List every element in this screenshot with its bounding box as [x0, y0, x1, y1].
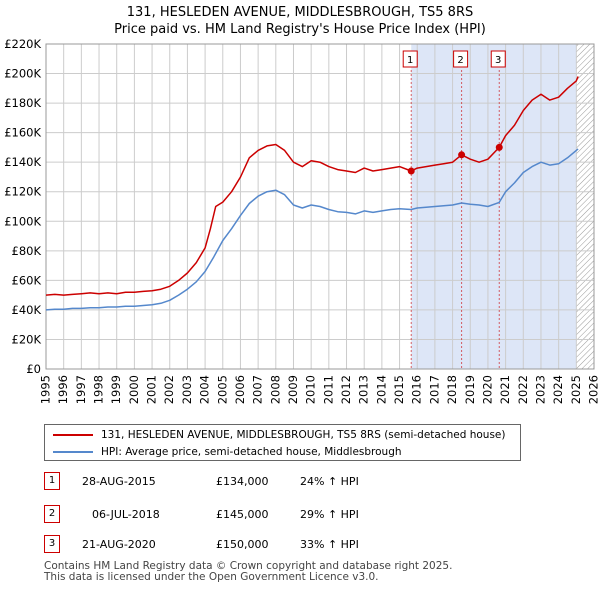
- sale-hpi-3: 33% ↑ HPI: [300, 538, 359, 551]
- sale-box-label-1: 1: [407, 55, 413, 66]
- legend-label-hpi: HPI: Average price, semi-detached house,…: [101, 446, 402, 458]
- x-tick-label: 2023: [533, 375, 547, 404]
- chart-title: 131, HESLEDEN AVENUE, MIDDLESBROUGH, TS5…: [0, 4, 600, 38]
- x-tick-label: 2021: [498, 375, 512, 404]
- price-chart: £0 £20K £40K £60K £80K £100K £120K £140K £160K £1…: [4, 37, 600, 404]
- x-tick-label: 2014: [374, 375, 388, 404]
- legend-swatch-hpi: [53, 451, 93, 453]
- y-tick-label: £100K: [4, 214, 41, 228]
- y-axis-labels: £0 £20K £40K £60K £80K £100K £120K £140K £160K £1…: [4, 37, 41, 376]
- forecast-hatch: [576, 44, 594, 369]
- x-tick-label: 1996: [56, 375, 70, 404]
- sale-marker-3: [495, 143, 503, 151]
- sale-number-1: 1: [44, 472, 60, 490]
- y-tick-label: £140K: [4, 155, 41, 169]
- x-tick-label: 2013: [357, 375, 371, 404]
- title-address: 131, HESLEDEN AVENUE, MIDDLESBROUGH, TS5…: [126, 5, 474, 20]
- x-tick-label: 1999: [109, 375, 123, 404]
- y-tick-label: £160K: [4, 126, 41, 140]
- sale-marker-1: [407, 167, 415, 175]
- footer-licence: This data is licensed under the Open Gov…: [44, 571, 379, 583]
- sale-hpi-1: 24% ↑ HPI: [300, 475, 359, 488]
- sale-number-boxes: 1 2 3: [402, 50, 506, 68]
- y-tick-label: £80K: [12, 244, 42, 258]
- x-tick-label: 2010: [304, 375, 318, 404]
- legend-label-property: 131, HESLEDEN AVENUE, MIDDLESBROUGH, TS5…: [101, 429, 506, 441]
- title-subtitle: Price paid vs. HM Land Registry's House …: [114, 22, 486, 37]
- sale-box-label-3: 3: [495, 55, 501, 66]
- sale-date-2: 06-JUL-2018: [92, 508, 160, 521]
- series-lines: [45, 76, 579, 311]
- sale-date-3: 21-AUG-2020: [82, 538, 156, 551]
- y-tick-label: £180K: [4, 96, 41, 110]
- x-tick-label: 2025: [569, 375, 583, 404]
- x-tick-label: 2012: [339, 375, 353, 404]
- sale-price-3: £150,000: [216, 538, 269, 551]
- y-tick-label: £40K: [12, 303, 42, 317]
- plot-border: [45, 43, 595, 370]
- sale-number-3: 3: [44, 535, 60, 553]
- x-tick-label: 2011: [321, 375, 335, 404]
- x-tick-label: 2000: [127, 375, 141, 404]
- sale-marker-2: [458, 151, 466, 159]
- x-tick-label: 2016: [410, 375, 424, 404]
- x-tick-label: 2009: [286, 375, 300, 404]
- legend: 131, HESLEDEN AVENUE, MIDDLESBROUGH, TS5…: [44, 424, 521, 461]
- x-tick-label: 2015: [392, 375, 406, 404]
- sale-number-2: 2: [44, 505, 60, 523]
- series-line-property: [45, 76, 579, 296]
- sale-box-3: [490, 50, 506, 68]
- x-tick-label: 2004: [198, 375, 212, 404]
- sale-vlines: [410, 70, 500, 369]
- legend-item-property: 131, HESLEDEN AVENUE, MIDDLESBROUGH, TS5…: [53, 427, 505, 443]
- legend-swatch-property: [53, 434, 93, 436]
- y-tick-label: £220K: [4, 37, 41, 51]
- x-tick-label: 2018: [445, 375, 459, 404]
- footer-copyright: Contains HM Land Registry data © Crown c…: [44, 560, 453, 572]
- sale-price-2: £145,000: [216, 508, 269, 521]
- sale-date-1: 28-AUG-2015: [82, 475, 156, 488]
- x-tick-label: 2022: [516, 375, 530, 404]
- x-tick-label: 2006: [233, 375, 247, 404]
- x-tick-label: 2008: [268, 375, 282, 404]
- x-tick-label: 1997: [74, 375, 88, 404]
- x-tick-label: 2020: [480, 375, 494, 404]
- sale-markers: [407, 143, 503, 175]
- y-tick-label: £200K: [4, 67, 41, 81]
- x-tick-label: 2017: [427, 375, 441, 404]
- y-tick-label: £60K: [12, 273, 42, 287]
- y-tick-label: £20K: [12, 332, 42, 346]
- x-tick-label: 2026: [587, 375, 600, 404]
- x-tick-label: 2024: [551, 375, 565, 404]
- x-tick-label: 2019: [463, 375, 477, 404]
- x-tick-label: 2005: [215, 375, 229, 404]
- legend-item-hpi: HPI: Average price, semi-detached house,…: [53, 444, 402, 460]
- footer: Contains HM Land Registry data © Crown c…: [44, 561, 452, 583]
- x-tick-label: 1998: [92, 375, 106, 404]
- x-tick-label: 2003: [180, 375, 194, 404]
- x-tick-label: 2002: [162, 375, 176, 404]
- x-tick-label: 1995: [39, 375, 53, 404]
- y-tick-label: £0: [26, 362, 41, 376]
- y-tick-label: £120K: [4, 185, 41, 199]
- x-tick-label: 2001: [145, 375, 159, 404]
- x-tick-label: 2007: [251, 375, 265, 404]
- sale-price-1: £134,000: [216, 475, 269, 488]
- sale-box-label-2: 2: [457, 55, 463, 66]
- series-line-hpi: [45, 148, 579, 311]
- sale-box-1: [402, 50, 418, 68]
- sale-box-2: [453, 50, 469, 68]
- x-axis-labels: 1995 1996 1997 1998 1999 2000 2001 2002 2003 2004…: [39, 375, 600, 404]
- sale-hpi-2: 29% ↑ HPI: [300, 508, 359, 521]
